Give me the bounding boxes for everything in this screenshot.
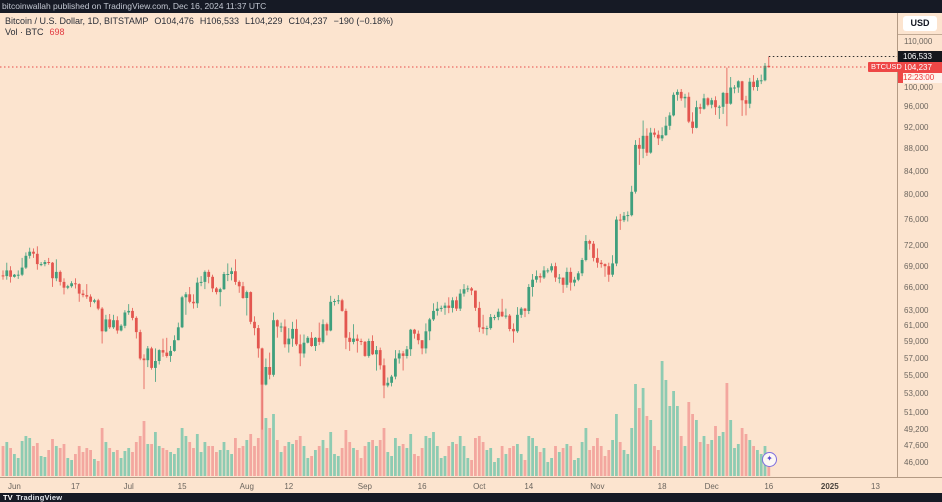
time-tick-label: 12: [284, 482, 294, 491]
legend-line-1: Bitcoin / U.S. Dollar, 1D, BITSTAMP O104,…: [5, 16, 399, 27]
price-tick-label: 100,000: [904, 82, 933, 92]
time-tick-label: Dec: [704, 482, 719, 491]
price-tick-label: 80,000: [904, 190, 929, 200]
ohlc-open: O104,476: [154, 16, 194, 26]
time-tick-label: Jun: [7, 482, 21, 491]
candlestick-series: [1, 56, 771, 430]
price-tick-label: 63,000: [904, 305, 929, 315]
tradingview-brand[interactable]: TradingView: [16, 493, 63, 502]
tradingview-logo-icon[interactable]: TV: [3, 493, 13, 502]
bar-countdown: 12:23:00: [903, 72, 942, 83]
symbol-legend: Bitcoin / U.S. Dollar, 1D, BITSTAMP O104,…: [5, 16, 399, 38]
time-tick-label: 2025: [820, 482, 839, 491]
price-tick-label: 46,000: [904, 457, 929, 467]
price-tick-label: 59,000: [904, 337, 929, 347]
last-price-badge: 104,237 12:23:00: [898, 61, 942, 83]
symbol-title[interactable]: Bitcoin / U.S. Dollar, 1D, BITSTAMP: [5, 16, 149, 26]
price-chart-canvas[interactable]: [0, 0, 897, 502]
time-tick-label: 14: [524, 482, 534, 491]
price-tick-label: 57,000: [904, 354, 929, 363]
price-tick-label: 61,000: [904, 321, 929, 331]
time-tick-label: 18: [657, 482, 667, 491]
time-tick-label: 15: [177, 482, 187, 491]
price-tick-label: 55,000: [904, 371, 929, 381]
volume-series: [1, 361, 771, 476]
price-tick-label: 110,000: [904, 36, 933, 46]
time-tick-label: Jul: [123, 482, 134, 491]
currency-toggle-button[interactable]: USD: [903, 16, 937, 31]
footer-bar: TV TradingView: [0, 493, 942, 502]
time-tick-label: Sep: [357, 482, 373, 491]
time-tick-label: 16: [764, 482, 774, 491]
time-axis[interactable]: Jun 17 Jul 15 Aug 12 Sep 16 Oct 14 Nov 18 Dec 16 2025 1…: [0, 477, 942, 493]
ohlc-close: C104,237: [288, 16, 328, 26]
time-tick-label: 13: [871, 482, 880, 491]
price-tick-label: 92,000: [904, 122, 929, 132]
symbol-price-tag: BTCUSD: [868, 62, 905, 72]
axis-header-divider: [898, 34, 942, 35]
attribution-bar: bitcoinwallah published on TradingView.c…: [0, 0, 942, 13]
price-tick-label: 72,000: [904, 241, 929, 251]
price-axis[interactable]: USD 110,000 100,000 96,000 92,000 88,000 84,0…: [897, 13, 942, 477]
volume-value: 698: [49, 27, 65, 37]
price-tick-label: 66,000: [904, 283, 929, 293]
price-tick-label: 49,200: [904, 425, 929, 435]
price-change: −190 (−0.18%): [333, 16, 394, 26]
price-tick-label: 69,000: [904, 261, 929, 271]
ohlc-high: H106,533: [199, 16, 239, 26]
price-tick-label: 47,600: [904, 441, 929, 450]
event-marker-icon[interactable]: ✦: [762, 452, 777, 467]
time-tick-label: Nov: [590, 482, 605, 491]
price-tick-label: 76,000: [904, 215, 929, 225]
price-tick-label: 88,000: [904, 144, 929, 154]
high-price-badge: 106,533: [898, 51, 942, 62]
legend-line-2: Vol · BTC 698: [5, 27, 399, 38]
price-tick-label: 84,000: [904, 166, 929, 176]
time-tick-label: Aug: [239, 482, 254, 491]
volume-label[interactable]: Vol · BTC: [5, 27, 44, 37]
price-tick-label: 53,000: [904, 389, 929, 399]
time-tick-label: Oct: [473, 482, 486, 491]
time-tick-label: 16: [417, 482, 427, 491]
attribution-text: bitcoinwallah published on TradingView.c…: [2, 1, 267, 11]
price-tick-label: 96,000: [904, 102, 929, 112]
price-tick-label: 51,000: [904, 407, 929, 417]
ohlc-low: L104,229: [244, 16, 283, 26]
time-tick-label: 17: [70, 482, 80, 491]
